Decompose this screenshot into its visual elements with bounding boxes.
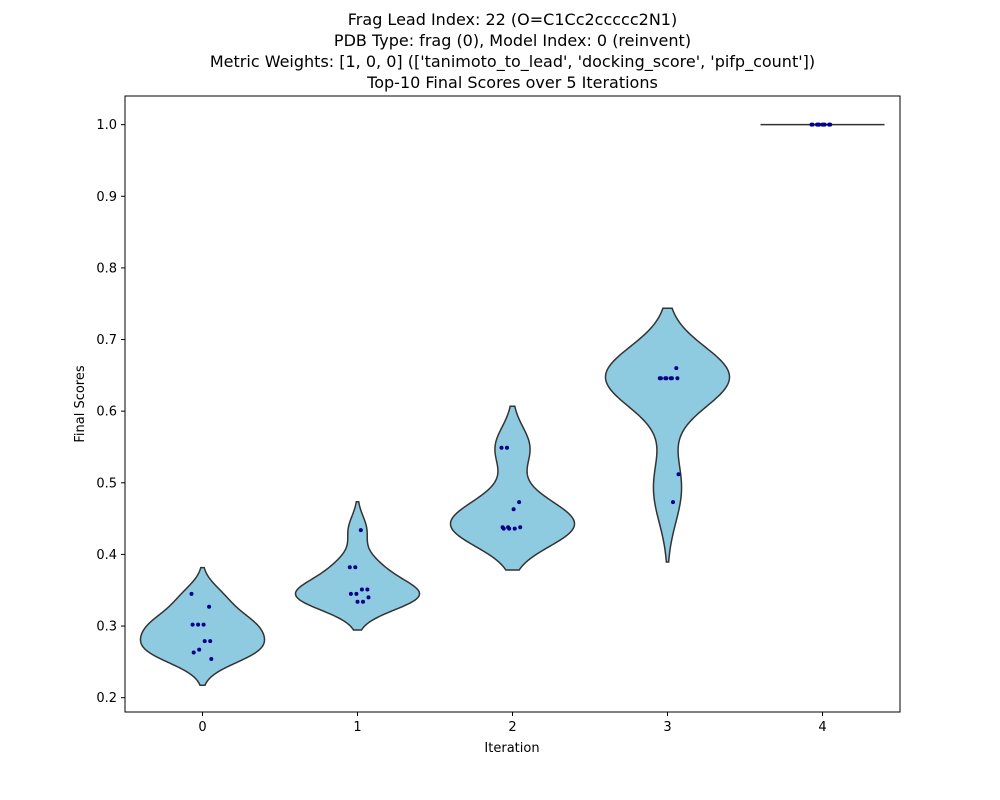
data-point bbox=[190, 622, 195, 627]
y-tick-label: 0.7 bbox=[96, 333, 117, 348]
y-tick-label: 0.5 bbox=[96, 476, 117, 491]
y-tick-label: 0.9 bbox=[96, 190, 117, 205]
data-point bbox=[671, 500, 675, 505]
y-tick-label: 0.6 bbox=[96, 405, 117, 420]
violin-body bbox=[139, 566, 266, 686]
x-tick-label: 0 bbox=[198, 720, 206, 735]
data-point bbox=[675, 376, 680, 381]
data-point bbox=[196, 622, 201, 627]
data-point bbox=[191, 650, 196, 655]
chart-title-line-1: Frag Lead Index: 22 (O=C1Cc2ccccc2N1) bbox=[347, 10, 678, 29]
data-point bbox=[828, 122, 833, 127]
data-point bbox=[676, 472, 681, 477]
chart-title-line-3: Metric Weights: [1, 0, 0] (['tanimoto_to… bbox=[209, 52, 816, 71]
y-tick-label: 1.0 bbox=[96, 118, 117, 133]
data-point bbox=[353, 565, 358, 570]
y-tick-label: 0.4 bbox=[96, 548, 117, 563]
data-point bbox=[499, 445, 504, 450]
violin-body bbox=[294, 501, 421, 631]
data-point bbox=[361, 599, 365, 604]
x-tick-label: 4 bbox=[818, 720, 826, 735]
x-tick-label: 3 bbox=[663, 720, 671, 735]
data-point bbox=[518, 525, 523, 530]
data-point bbox=[501, 526, 506, 531]
data-point bbox=[511, 507, 516, 512]
y-tick-label: 0.3 bbox=[96, 620, 117, 635]
data-point bbox=[207, 604, 212, 609]
points-group bbox=[189, 122, 833, 661]
data-point bbox=[358, 528, 363, 533]
data-point bbox=[512, 526, 517, 531]
y-axis-label: Final Scores bbox=[73, 365, 88, 443]
data-point bbox=[209, 656, 214, 661]
y-tick-label: 0.8 bbox=[96, 261, 117, 276]
x-tick-label: 1 bbox=[353, 720, 361, 735]
data-point bbox=[669, 376, 674, 381]
data-point bbox=[505, 445, 509, 450]
chart-title-line-4: Top-10 Final Scores over 5 Iterations bbox=[367, 73, 658, 92]
violins-group bbox=[139, 123, 885, 686]
data-point bbox=[366, 595, 371, 600]
data-point bbox=[817, 122, 822, 127]
data-point bbox=[348, 591, 353, 596]
x-tick-label: 2 bbox=[508, 720, 516, 735]
data-point bbox=[359, 587, 364, 592]
data-point bbox=[810, 122, 815, 127]
y-axis-ticks: 0.2 0.3 0.4 0.5 0.6 0.7 0.8 0.9 1.0 bbox=[96, 118, 125, 706]
data-point bbox=[365, 587, 370, 592]
data-point bbox=[189, 591, 194, 596]
data-point bbox=[658, 376, 663, 381]
data-point bbox=[202, 639, 207, 644]
y-tick-label: 0.2 bbox=[96, 691, 117, 706]
data-point bbox=[664, 376, 669, 381]
chart-title-line-2: PDB Type: frag (0), Model Index: 0 (rein… bbox=[333, 31, 692, 50]
x-axis-ticks: 0 1 2 3 4 bbox=[198, 712, 827, 735]
data-point bbox=[517, 500, 522, 505]
data-point bbox=[354, 591, 359, 596]
x-axis-label: Iteration bbox=[484, 741, 539, 756]
violin-body bbox=[604, 307, 731, 563]
data-point bbox=[197, 647, 202, 652]
data-point bbox=[208, 639, 213, 644]
data-point bbox=[355, 599, 360, 604]
data-point bbox=[201, 622, 206, 627]
data-point bbox=[347, 565, 352, 570]
data-point bbox=[822, 122, 827, 127]
violin-body bbox=[449, 405, 576, 571]
data-point bbox=[507, 526, 512, 531]
data-point bbox=[674, 366, 679, 371]
